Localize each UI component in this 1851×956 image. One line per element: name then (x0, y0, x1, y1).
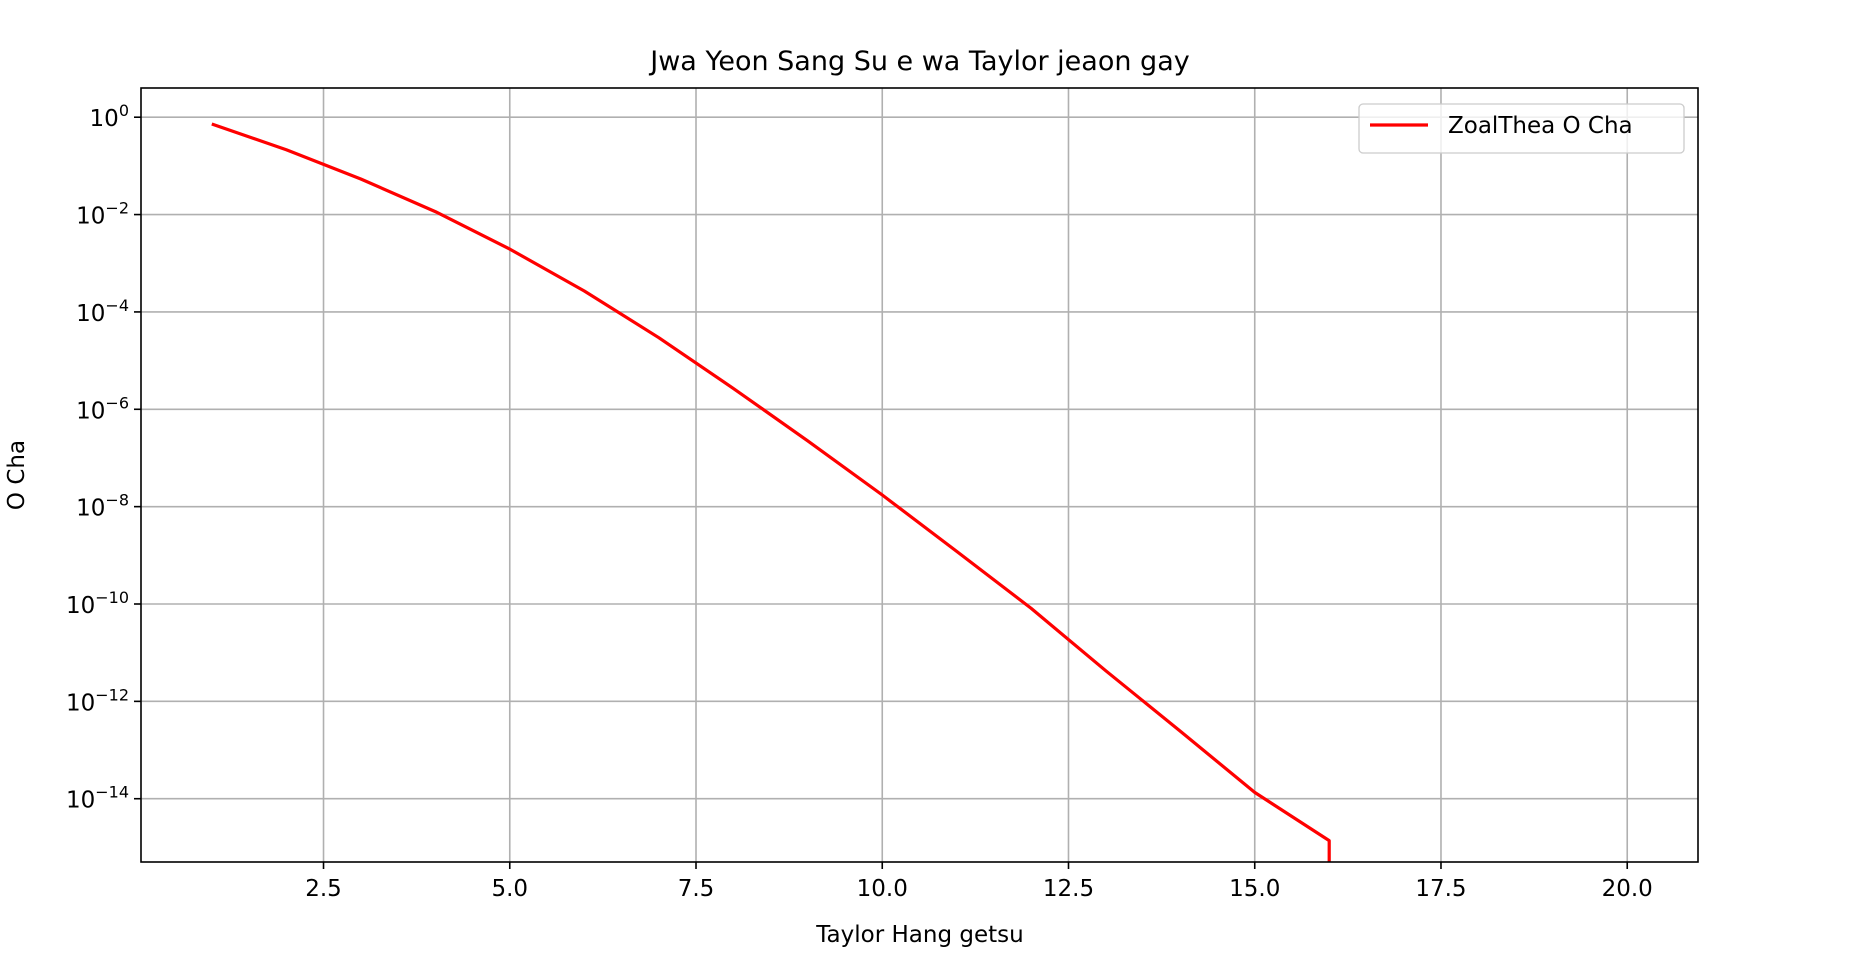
y-tick-label-exponent: −6 (105, 393, 129, 412)
legend-box (1358, 103, 1685, 154)
y-tick-label-exponent: −10 (95, 588, 129, 607)
x-tick-label: 2.5 (305, 876, 342, 902)
y-tick-label: 10−2 (76, 199, 129, 230)
y-tick-label: 10−12 (66, 685, 129, 716)
x-tick-label: 15.0 (1229, 876, 1280, 902)
x-tick-label: 7.5 (678, 876, 715, 902)
y-axis-label: O Cha (4, 440, 30, 510)
y-tick-label-base: 10 (66, 593, 95, 619)
y-tick-label-base: 10 (66, 788, 95, 814)
x-tick-label: 20.0 (1602, 876, 1653, 902)
legend: ZoalThea O Cha (1358, 103, 1685, 154)
y-tick-label: 10−10 (66, 588, 129, 619)
y-tick-label-base: 10 (90, 106, 119, 132)
x-axis-ticks: 2.5 5.0 7.5 10.0 12.5 15.0 17.5 20.0 (305, 862, 1653, 902)
x-tick-label: 10.0 (857, 876, 908, 902)
legend-label: ZoalThea O Cha (1448, 113, 1633, 139)
y-tick-label-exponent: −4 (105, 296, 129, 315)
y-tick-label: 10−14 (66, 783, 129, 814)
x-tick-label: 12.5 (1043, 876, 1094, 902)
series-layer (211, 122, 1331, 862)
x-tick-label: 5.0 (491, 876, 528, 902)
y-tick-label-exponent: −8 (105, 491, 129, 510)
y-tick-label-base: 10 (76, 301, 105, 327)
y-tick-label-exponent: −14 (95, 783, 129, 802)
y-tick-label-base: 10 (76, 398, 105, 424)
y-tick-label-exponent: −2 (105, 199, 129, 218)
x-axis-label: Taylor Hang getsu (815, 922, 1023, 948)
y-tick-label: 10−6 (76, 393, 129, 424)
chart-title: Jwa Yeon Sang Su e wa Taylor jeaon gay (648, 46, 1189, 77)
series-line-0 (211, 122, 1331, 862)
y-tick-label-exponent: 0 (119, 101, 129, 120)
y-tick-label: 100 (90, 101, 129, 132)
plot-frame (140, 87, 1699, 863)
grid-lines (141, 88, 1698, 862)
y-tick-label-base: 10 (76, 496, 105, 522)
y-tick-label: 10−8 (76, 491, 129, 522)
x-tick-label: 17.5 (1415, 876, 1466, 902)
y-tick-label-base: 10 (76, 204, 105, 230)
y-tick-label-exponent: −12 (95, 685, 129, 704)
y-tick-label-base: 10 (66, 690, 95, 716)
y-tick-label: 10−4 (76, 296, 129, 327)
